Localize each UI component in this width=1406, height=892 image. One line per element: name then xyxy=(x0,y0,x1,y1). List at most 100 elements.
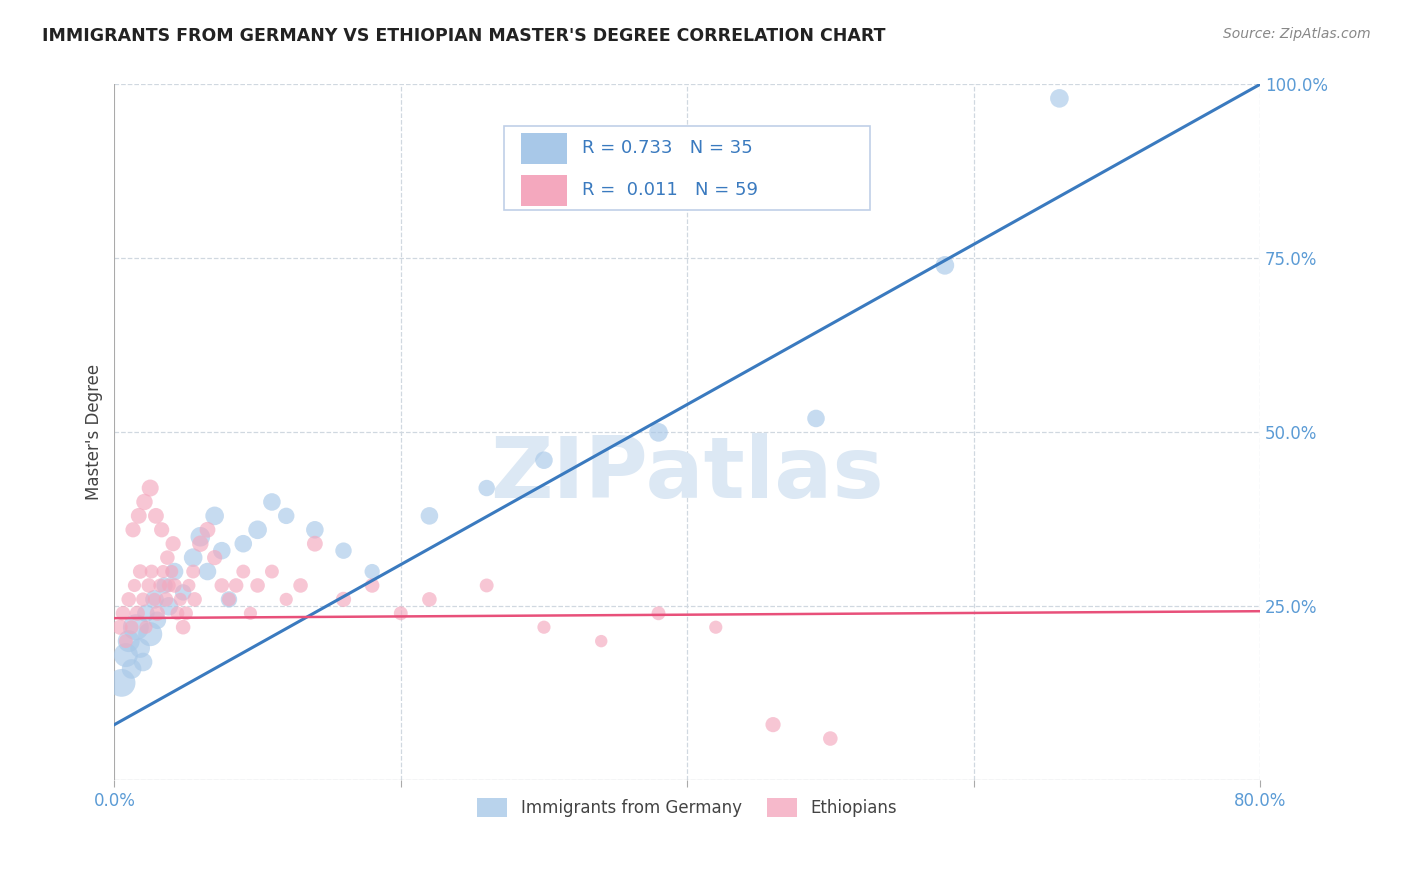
Point xyxy=(177,578,200,592)
Point xyxy=(169,592,191,607)
FancyBboxPatch shape xyxy=(503,126,870,210)
Point xyxy=(197,523,219,537)
Y-axis label: Master's Degree: Master's Degree xyxy=(86,364,103,500)
Point xyxy=(533,620,555,634)
Point xyxy=(160,565,183,579)
Point xyxy=(225,578,247,592)
Point xyxy=(1047,91,1070,105)
Point xyxy=(129,565,152,579)
Point xyxy=(246,578,269,592)
Point xyxy=(149,578,172,592)
Point xyxy=(141,565,163,579)
Point xyxy=(232,565,254,579)
Point xyxy=(211,543,233,558)
Point xyxy=(125,620,148,634)
Point xyxy=(820,731,842,746)
Point xyxy=(108,620,131,634)
Point xyxy=(134,495,156,509)
Point xyxy=(762,717,785,731)
Text: R = 0.733   N = 35: R = 0.733 N = 35 xyxy=(582,139,752,158)
Point xyxy=(163,565,186,579)
Point xyxy=(143,592,166,607)
Point xyxy=(260,495,283,509)
Point xyxy=(143,592,166,607)
Point xyxy=(121,662,143,676)
Point xyxy=(246,523,269,537)
Point xyxy=(115,634,138,648)
Text: R =  0.011   N = 59: R = 0.011 N = 59 xyxy=(582,181,758,199)
Point xyxy=(218,592,240,607)
Point xyxy=(150,523,173,537)
Point xyxy=(260,565,283,579)
Point xyxy=(332,543,354,558)
Point xyxy=(153,578,176,592)
Point xyxy=(204,550,226,565)
Point xyxy=(218,592,240,607)
Point xyxy=(197,565,219,579)
Point xyxy=(157,578,180,592)
Point xyxy=(155,592,177,607)
Point xyxy=(128,508,150,523)
Point xyxy=(211,578,233,592)
Point xyxy=(135,620,157,634)
Point xyxy=(132,592,155,607)
Point xyxy=(124,578,146,592)
FancyBboxPatch shape xyxy=(522,175,567,206)
Text: Source: ZipAtlas.com: Source: ZipAtlas.com xyxy=(1223,27,1371,41)
Point xyxy=(152,565,174,579)
Point xyxy=(132,655,155,669)
Point xyxy=(163,578,186,592)
Point xyxy=(156,550,179,565)
Point xyxy=(135,607,157,621)
Point xyxy=(290,578,312,592)
Point xyxy=(647,425,669,440)
Point xyxy=(146,613,169,627)
FancyBboxPatch shape xyxy=(522,133,567,164)
Point xyxy=(934,258,956,272)
Point xyxy=(181,565,204,579)
Point xyxy=(276,508,298,523)
Point xyxy=(118,634,141,648)
Point xyxy=(172,585,194,599)
Point xyxy=(118,592,141,607)
Point xyxy=(166,607,188,621)
Point xyxy=(129,641,152,656)
Point xyxy=(188,537,211,551)
Point xyxy=(361,578,384,592)
Point xyxy=(361,565,384,579)
Point xyxy=(127,607,149,621)
Point xyxy=(115,648,138,662)
Point xyxy=(304,537,326,551)
Point xyxy=(122,523,145,537)
Point xyxy=(475,578,498,592)
Point xyxy=(418,592,440,607)
Legend: Immigrants from Germany, Ethiopians: Immigrants from Germany, Ethiopians xyxy=(471,791,904,824)
Point xyxy=(389,607,412,621)
Point xyxy=(804,411,827,425)
Point xyxy=(239,607,262,621)
Point xyxy=(121,620,143,634)
Point xyxy=(138,578,160,592)
Point xyxy=(188,530,211,544)
Point xyxy=(304,523,326,537)
Point xyxy=(418,508,440,523)
Point xyxy=(183,592,205,607)
Point xyxy=(332,592,354,607)
Point xyxy=(475,481,498,495)
Point xyxy=(204,508,226,523)
Point xyxy=(174,607,197,621)
Point xyxy=(704,620,727,634)
Point xyxy=(647,607,669,621)
Text: ZIPatlas: ZIPatlas xyxy=(491,433,884,516)
Point xyxy=(162,537,184,551)
Point xyxy=(139,481,162,495)
Point xyxy=(145,508,167,523)
Point xyxy=(591,634,613,648)
Point xyxy=(533,453,555,467)
Point xyxy=(276,592,298,607)
Point xyxy=(111,607,134,621)
Point xyxy=(232,537,254,551)
Point xyxy=(181,550,204,565)
Point xyxy=(172,620,194,634)
Point xyxy=(157,599,180,614)
